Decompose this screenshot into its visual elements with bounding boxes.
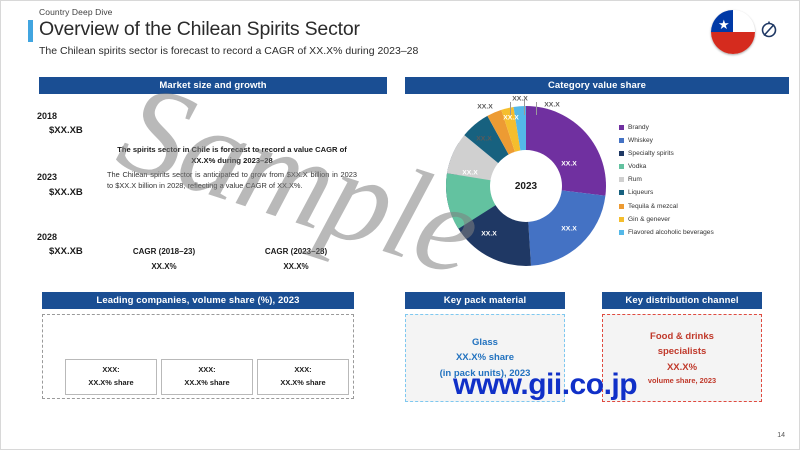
section-header-key-distribution-channel: Key distribution channel bbox=[602, 292, 762, 309]
company-card-2[interactable]: XXX: XX.X% share bbox=[161, 359, 253, 395]
market-callout-body: The Chilean spirits sector is anticipate… bbox=[107, 170, 357, 191]
cagr-2023-28: CAGR (2023–28) XX.X% bbox=[241, 244, 351, 274]
legend-swatch-whiskey bbox=[619, 138, 624, 144]
page-subtitle: The Chilean spirits sector is forecast t… bbox=[39, 45, 419, 57]
company-share-1: XX.X% share bbox=[88, 378, 134, 387]
slice-label-brandy: XX.X bbox=[561, 160, 577, 168]
market-value-2023: $XX.XB bbox=[49, 187, 83, 198]
slice-label-whiskey: XX.X bbox=[561, 225, 577, 233]
leader-line-2 bbox=[524, 100, 525, 115]
leader-line-3 bbox=[536, 102, 537, 115]
section-header-leading-companies: Leading companies, volume share (%), 202… bbox=[42, 292, 354, 309]
donut-center-label: 2023 bbox=[490, 150, 562, 222]
slice-label-specialty-spirits: XX.X bbox=[481, 230, 497, 238]
cagr-2018-23: CAGR (2018–23) XX.X% bbox=[109, 244, 219, 274]
legend-item-rum: Rum bbox=[619, 176, 794, 183]
legend-swatch-vodka bbox=[619, 164, 624, 170]
legend-label-rum: Rum bbox=[628, 176, 642, 184]
section-header-key-pack-material: Key pack material bbox=[405, 292, 565, 309]
legend-label-vodka: Vodka bbox=[628, 163, 647, 171]
brand-area: ★ bbox=[709, 8, 787, 58]
legend-swatch-tequila-mezcal bbox=[619, 203, 624, 209]
category-legend: Brandy Whiskey Specialty spirits Vodka R… bbox=[619, 124, 794, 242]
distribution-line-3: XX.X% bbox=[666, 361, 698, 373]
legend-item-brandy: Brandy bbox=[619, 124, 794, 131]
legend-item-vodka: Vodka bbox=[619, 163, 794, 170]
distribution-line-4: volume share, 2023 bbox=[647, 376, 717, 386]
key-pack-material-card: Glass XX.X% share (in pack units), 2023 bbox=[405, 314, 565, 402]
legend-label-liqueurs: Liqueurs bbox=[628, 189, 654, 197]
market-value-2018: $XX.XB bbox=[49, 125, 83, 136]
legend-swatch-specialty-spirits bbox=[619, 151, 624, 157]
market-year-2018: 2018 bbox=[37, 111, 58, 121]
market-callout-heading: The spirits sector in Chile is forecast … bbox=[117, 145, 347, 165]
legend-item-tequila-mezcal: Tequila & mezcal bbox=[619, 203, 794, 210]
slice-label-liqueurs: XX.X bbox=[503, 114, 519, 122]
pack-line-2: XX.X% share bbox=[455, 352, 515, 364]
section-header-market-size: Market size and growth bbox=[39, 77, 387, 94]
market-value-2028: $XX.XB bbox=[49, 246, 83, 257]
company-share-2: XX.X% share bbox=[184, 378, 230, 387]
legend-label-tequila-mezcal: Tequila & mezcal bbox=[628, 202, 678, 210]
breadcrumb: Country Deep Dive bbox=[39, 7, 113, 17]
legend-swatch-liqueurs bbox=[619, 190, 624, 196]
cagr-2023-28-label: CAGR (2023–28) bbox=[264, 247, 328, 256]
page-number: 14 bbox=[777, 432, 785, 439]
company-name-1: XXX: bbox=[102, 365, 120, 375]
slice-callout-fab: XX.X bbox=[544, 101, 560, 109]
legend-label-gin-genever: Gin & genever bbox=[628, 215, 671, 223]
legend-item-liqueurs: Liqueurs bbox=[619, 189, 794, 196]
market-year-2028: 2028 bbox=[37, 232, 58, 242]
pack-line-1: Glass bbox=[472, 336, 498, 348]
company-logo-icon bbox=[759, 20, 781, 42]
legend-swatch-flavored-alcoholic-beverages bbox=[619, 229, 624, 235]
key-distribution-channel-card: Food & drinks specialists XX.X% volume s… bbox=[602, 314, 762, 402]
category-donut-chart: 2023 XX.X XX.X XX.X XX.X XX.X XX.X bbox=[441, 101, 611, 271]
leader-line-1 bbox=[510, 102, 511, 115]
legend-swatch-brandy bbox=[619, 125, 624, 130]
section-header-category-share: Category value share bbox=[405, 77, 789, 94]
company-card-3[interactable]: XXX: XX.X% share bbox=[257, 359, 349, 395]
pack-line-3: (in pack units), 2023 bbox=[439, 367, 531, 379]
company-name-2: XXX: bbox=[198, 365, 216, 375]
slice-label-rum: XX.X bbox=[476, 135, 492, 143]
company-name-3: XXX: bbox=[294, 365, 312, 375]
distribution-line-1: Food & drinks bbox=[650, 330, 714, 342]
legend-label-whiskey: Whiskey bbox=[628, 137, 653, 145]
legend-item-specialty-spirits: Specialty spirits bbox=[619, 150, 794, 157]
slice-label-vodka: XX.X bbox=[462, 169, 478, 177]
market-year-2023: 2023 bbox=[37, 172, 58, 182]
company-share-3: XX.X% share bbox=[280, 378, 326, 387]
legend-label-brandy: Brandy bbox=[628, 124, 649, 131]
legend-swatch-gin-genever bbox=[619, 216, 624, 222]
legend-label-specialty-spirits: Specialty spirits bbox=[628, 150, 674, 158]
chile-flag-circle-icon: ★ bbox=[711, 10, 755, 54]
leading-companies-container: XXX: XX.X% share XXX: XX.X% share XXX: X… bbox=[42, 314, 354, 399]
cagr-2018-23-value: XX.X% bbox=[151, 262, 177, 272]
legend-item-flavored-alcoholic-beverages: Flavored alcoholic beverages bbox=[619, 229, 794, 236]
slice-callout-tequila: XX.X bbox=[477, 103, 493, 111]
title-accent-bar bbox=[28, 20, 33, 42]
page-title: Overview of the Chilean Spirits Sector bbox=[39, 18, 360, 40]
legend-swatch-rum bbox=[619, 177, 624, 183]
slice-callout-gin: XX.X bbox=[512, 95, 528, 103]
legend-label-flavored-alcoholic-beverages: Flavored alcoholic beverages bbox=[628, 228, 714, 236]
legend-item-whiskey: Whiskey bbox=[619, 137, 794, 144]
legend-item-gin-genever: Gin & genever bbox=[619, 216, 794, 223]
distribution-line-2: specialists bbox=[657, 346, 707, 358]
cagr-2018-23-label: CAGR (2018–23) bbox=[132, 247, 196, 256]
cagr-2023-28-value: XX.X% bbox=[283, 262, 309, 272]
company-card-1[interactable]: XXX: XX.X% share bbox=[65, 359, 157, 395]
